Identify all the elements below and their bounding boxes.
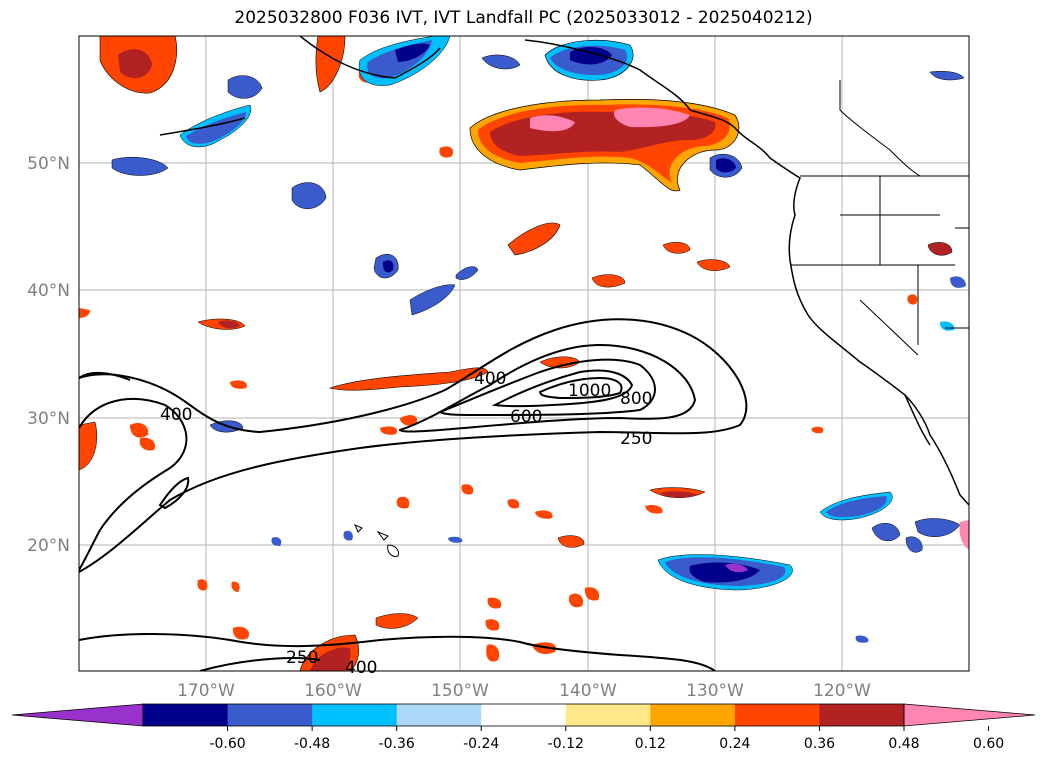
colorbar-tick-label: -0.36 — [379, 736, 415, 752]
contour-label-600: 600 — [510, 407, 542, 427]
contour-labels: 250 250 400 400 400 600 800 1000 — [160, 369, 652, 678]
colorbar-segment — [312, 704, 398, 726]
lat-tick-20n: 20°N — [27, 536, 70, 556]
colorbar-segment — [481, 704, 567, 726]
contour-label-1000: 1000 — [568, 381, 611, 401]
colorbar-tick-label: -0.12 — [548, 736, 584, 752]
contour-label-800: 800 — [620, 389, 652, 409]
colorbar-tick-label: -0.24 — [463, 736, 499, 752]
colorbar-segment — [227, 704, 313, 726]
contour-label-250-south: 250 — [286, 648, 318, 668]
colorbar-segment — [819, 704, 905, 726]
positive-anomaly-regions — [79, 36, 953, 671]
lon-tick-160w: 160°W — [304, 681, 362, 701]
contour-label-400-south: 400 — [345, 658, 377, 678]
colorbar-segment — [734, 704, 820, 726]
lon-tick-labels: 170°W 160°W 150°W 140°W 130°W 120°W — [177, 681, 871, 701]
map-frame — [78, 35, 970, 672]
colorbar-segment — [565, 704, 651, 726]
map-title: 2025032800 F036 IVT, IVT Landfall PC (20… — [234, 8, 813, 28]
lat-tick-labels: 50°N 40°N 30°N 20°N — [27, 154, 70, 556]
colorbar-tick-label: 0.48 — [888, 736, 919, 752]
negative-anomaly-regions — [111, 36, 969, 643]
colorbar-tick-label: 0.36 — [804, 736, 835, 752]
ivt-contours — [79, 318, 748, 671]
colorbar: -0.60 -0.48 -0.36 -0.24 -0.12 0.12 0.24 0.36 0.4… — [11, 703, 1036, 752]
lon-tick-170w: 170°W — [177, 681, 235, 701]
lon-tick-140w: 140°W — [559, 681, 617, 701]
lat-tick-30n: 30°N — [27, 409, 70, 429]
contour-label-400: 400 — [474, 369, 506, 389]
colorbar-segment — [143, 704, 229, 726]
colorbar-extend-high — [903, 703, 1036, 727]
colorbar-segment — [396, 704, 482, 726]
hawaii-islands — [354, 524, 399, 557]
colorbar-outline — [142, 703, 905, 727]
lon-tick-120w: 120°W — [813, 681, 871, 701]
lon-tick-130w: 130°W — [686, 681, 744, 701]
colorbar-tick-label: 0.12 — [635, 736, 666, 752]
contour-label-250: 250 — [620, 429, 652, 449]
lat-tick-50n: 50°N — [27, 154, 70, 174]
colorbar-extend-low — [11, 703, 144, 727]
colorbar-tick-label: -0.48 — [294, 736, 330, 752]
colorbar-tick-label: -0.60 — [209, 736, 245, 752]
colorbar-segment — [650, 704, 736, 726]
lat-tick-40n: 40°N — [27, 281, 70, 301]
colorbar-tick-label: 0.60 — [973, 736, 1004, 752]
lon-tick-150w: 150°W — [431, 681, 489, 701]
colorbar-tick-label: 0.24 — [719, 736, 750, 752]
contour-label-400-west: 400 — [160, 405, 192, 425]
coastlines — [159, 36, 969, 506]
state-borders — [790, 80, 969, 356]
